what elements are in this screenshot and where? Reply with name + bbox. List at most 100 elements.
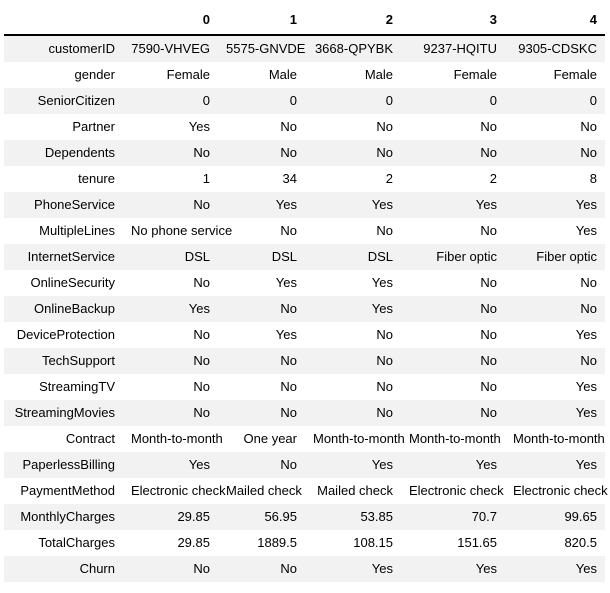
row-label: Churn xyxy=(79,561,115,576)
cell: No xyxy=(280,405,297,420)
cell: 56.95 xyxy=(264,509,297,524)
cell: 9237-HQITU xyxy=(423,41,497,56)
cell: Female xyxy=(453,67,497,82)
cell: 70.7 xyxy=(471,509,497,524)
row-label: StreamingTV xyxy=(39,379,115,394)
cell: No xyxy=(480,119,497,134)
cell: Fiber optic xyxy=(436,249,497,264)
cell: No xyxy=(193,145,210,160)
cell: 53.85 xyxy=(360,509,393,524)
cell: Yes xyxy=(275,197,297,212)
table-row: StreamingMovies No No No No Yes xyxy=(4,400,605,426)
row-label: PaperlessBilling xyxy=(22,457,116,472)
cell: No xyxy=(193,275,210,290)
cell: 29.85 xyxy=(177,509,210,524)
cell: Female xyxy=(553,67,597,82)
cell: Electronic check xyxy=(409,483,504,498)
cell: DSL xyxy=(367,249,393,264)
cell: No xyxy=(193,561,210,576)
cell: 7590-VHVEG xyxy=(131,41,210,56)
table-row: Contract Month-to-month One year Month-to-m… xyxy=(4,426,605,452)
cell: Month-to-month xyxy=(131,431,223,446)
cell: No xyxy=(580,145,597,160)
cell: 99.65 xyxy=(564,509,597,524)
cell: Month-to-month xyxy=(313,431,405,446)
cell: Female xyxy=(166,67,210,82)
cell: Month-to-month xyxy=(409,431,501,446)
cell: No xyxy=(376,223,393,238)
cell: Electronic check xyxy=(513,483,608,498)
row-label: PaymentMethod xyxy=(20,483,115,498)
row-label: Dependents xyxy=(44,145,115,160)
cell: 34 xyxy=(282,171,297,186)
dataframe-body: customerID 7590-VHVEG 5575-GNVDE 3668-QPYBK… xyxy=(4,35,608,582)
table-row: MonthlyCharges 29.85 56.95 53.85 70.7 99.65 xyxy=(4,504,605,530)
table-row: customerID 7590-VHVEG 5575-GNVDE 3668-QPYBK… xyxy=(4,35,605,62)
cell: 5575-GNVDE xyxy=(226,41,306,56)
row-label: Partner xyxy=(72,119,115,134)
cell: 0 xyxy=(589,93,597,108)
cell: Yes xyxy=(371,275,393,290)
cell: Yes xyxy=(371,301,393,316)
corner-header-cell xyxy=(4,6,123,36)
cell: 29.85 xyxy=(177,535,210,550)
cell: No xyxy=(280,379,297,394)
cell: Yes xyxy=(371,457,393,472)
cell: Yes xyxy=(575,327,597,342)
cell: Yes xyxy=(575,405,597,420)
cell: 820.5 xyxy=(564,535,597,550)
table-row: PhoneService No Yes Yes Yes Yes xyxy=(4,192,605,218)
row-label: TotalCharges xyxy=(38,535,115,550)
row-label: customerID xyxy=(48,41,115,56)
cell: No xyxy=(280,561,297,576)
row-label: tenure xyxy=(78,171,115,186)
row-label: Contract xyxy=(65,431,115,446)
table-row: DeviceProtection No Yes No No Yes xyxy=(4,322,605,348)
cell: No xyxy=(480,301,497,316)
row-label: StreamingMovies xyxy=(14,405,115,420)
table-row: TechSupport No No No No No xyxy=(4,348,605,374)
cell: No xyxy=(280,457,297,472)
table-row: OnlineBackup Yes No Yes No No xyxy=(4,296,605,322)
table-row: OnlineSecurity No Yes Yes No No xyxy=(4,270,605,296)
cell: Yes xyxy=(188,301,210,316)
cell: No xyxy=(280,353,297,368)
cell: No xyxy=(193,327,210,342)
row-label: SeniorCitizen xyxy=(37,93,115,108)
cell: No xyxy=(376,405,393,420)
column-header: 2 xyxy=(305,6,401,36)
cell: 9305-CDSKC xyxy=(518,41,597,56)
table-row: Partner Yes No No No No xyxy=(4,114,605,140)
cell: No xyxy=(480,223,497,238)
cell: No xyxy=(480,379,497,394)
cell: No xyxy=(376,119,393,134)
table-row: StreamingTV No No No No Yes xyxy=(4,374,605,400)
table-row: Churn No No Yes Yes Yes xyxy=(4,556,605,582)
row-label: OnlineBackup xyxy=(34,301,115,316)
cell: Yes xyxy=(475,457,497,472)
column-header: 3 xyxy=(401,6,505,36)
cell: No xyxy=(580,353,597,368)
table-row: PaymentMethod Electronic check Mailed chec… xyxy=(4,478,608,504)
cell: No xyxy=(193,379,210,394)
row-label: TechSupport xyxy=(42,353,115,368)
cell: Fiber optic xyxy=(536,249,597,264)
cell: No xyxy=(376,145,393,160)
table-row: InternetService DSL DSL DSL Fiber optic Fiber… xyxy=(4,244,605,270)
cell: No xyxy=(193,353,210,368)
row-label: MonthlyCharges xyxy=(20,509,115,524)
cell: Yes xyxy=(475,197,497,212)
cell: No xyxy=(280,223,297,238)
cell: No xyxy=(193,405,210,420)
cell: Mailed check xyxy=(226,483,302,498)
cell: No xyxy=(580,301,597,316)
cell: No xyxy=(280,119,297,134)
column-header: 4 xyxy=(505,6,605,36)
row-label: OnlineSecurity xyxy=(30,275,115,290)
cell: Yes xyxy=(371,197,393,212)
cell: Yes xyxy=(575,223,597,238)
cell: Electronic check xyxy=(131,483,226,498)
